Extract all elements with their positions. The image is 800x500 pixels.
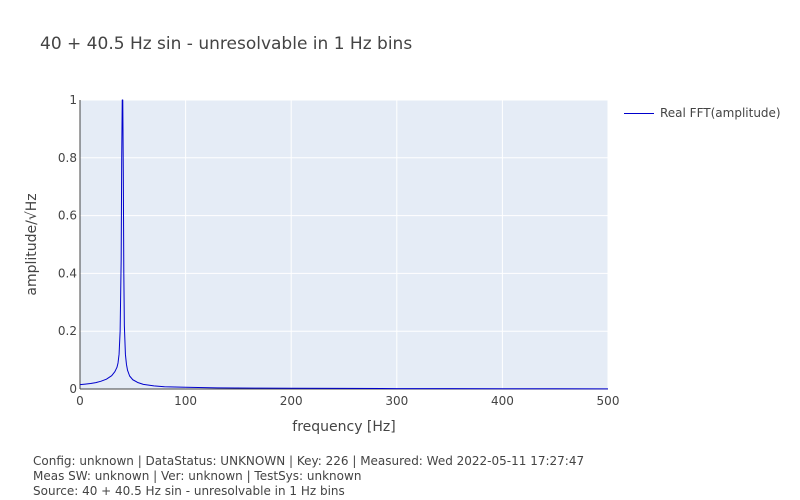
x-tick-label: 200 bbox=[280, 394, 303, 408]
y-tick-label: 0.8 bbox=[58, 151, 77, 165]
footer-line-source: Source: 40 + 40.5 Hz sin - unresolvable … bbox=[33, 484, 345, 498]
y-tick-label: 0.2 bbox=[58, 324, 77, 338]
x-tick-label: 300 bbox=[385, 394, 408, 408]
grid-lines bbox=[80, 99, 609, 389]
y-tick-label: 0 bbox=[69, 382, 77, 396]
series-line-real-fft[interactable] bbox=[79, 99, 609, 390]
legend-label[interactable]: Real FFT(amplitude) bbox=[660, 106, 781, 120]
footer-info: Config: unknown | DataStatus: UNKNOWN | … bbox=[33, 454, 584, 499]
footer-line-software: Meas SW: unknown | Ver: unknown | TestSy… bbox=[33, 469, 362, 483]
y-tick-label: 1 bbox=[69, 93, 77, 107]
legend-swatch-line bbox=[624, 112, 654, 114]
chart-title: 40 + 40.5 Hz sin - unresolvable in 1 Hz … bbox=[40, 34, 413, 54]
y-tick-label: 0.6 bbox=[58, 209, 77, 223]
plot-background bbox=[80, 100, 608, 389]
x-tick-label: 0 bbox=[76, 394, 84, 408]
x-tick-label: 100 bbox=[174, 394, 197, 408]
axes: 0 100 200 300 400 500 0 0.2 0.4 0.6 0.8 1 bbox=[58, 93, 620, 408]
footer-line-config: Config: unknown | DataStatus: UNKNOWN | … bbox=[33, 454, 585, 468]
x-axis-title: frequency [Hz] bbox=[292, 419, 395, 435]
y-axis-title: amplitude/√Hz bbox=[24, 193, 40, 295]
series-layer bbox=[79, 99, 609, 390]
legend[interactable]: Real FFT(amplitude) bbox=[624, 106, 781, 120]
x-tick-label: 500 bbox=[597, 394, 620, 408]
x-tick-label: 400 bbox=[491, 394, 514, 408]
y-tick-label: 0.4 bbox=[58, 266, 77, 280]
